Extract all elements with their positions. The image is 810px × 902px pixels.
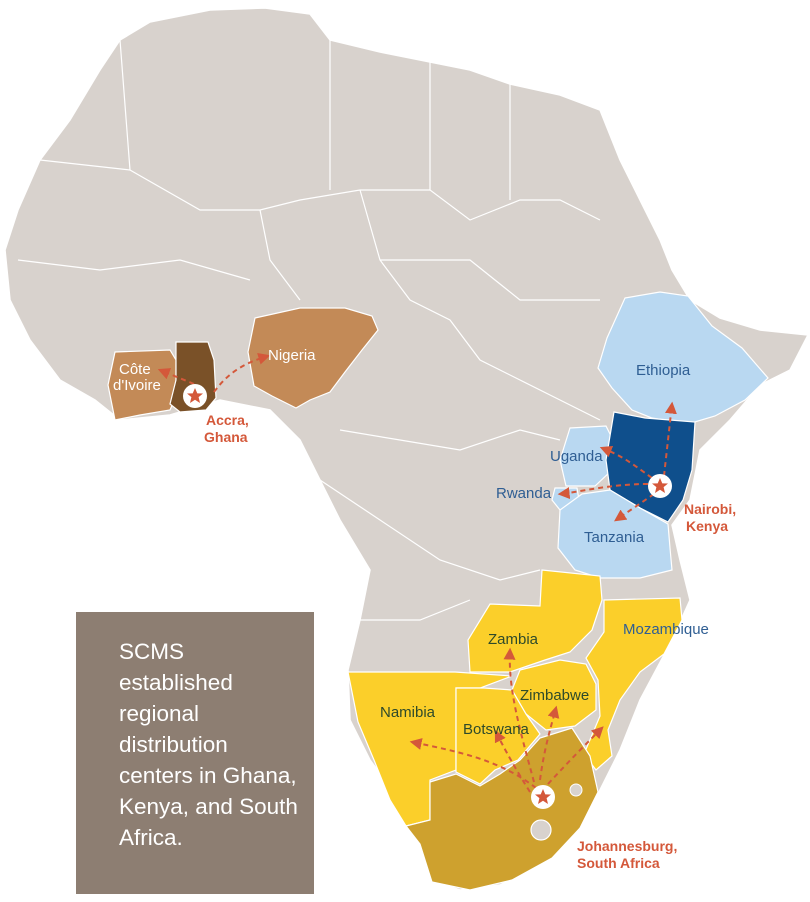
label-johannesburg-line2: South Africa <box>577 855 660 871</box>
country-cote-divoire <box>107 349 177 421</box>
label-namibia: Namibia <box>380 704 436 721</box>
east-region <box>551 291 769 579</box>
hub-johannesburg-marker <box>531 785 555 809</box>
label-rwanda: Rwanda <box>496 485 552 502</box>
label-accra-line2: Ghana <box>204 429 248 445</box>
label-mozambique: Mozambique <box>623 621 709 638</box>
label-uganda: Uganda <box>550 448 603 465</box>
label-botswana: Botswana <box>463 721 530 738</box>
hub-nairobi-marker <box>648 474 672 498</box>
country-nigeria <box>247 307 379 409</box>
south-region <box>347 569 683 891</box>
country-eswatini <box>569 783 583 797</box>
label-cote-divoire-2: d'Ivoire <box>113 377 161 394</box>
label-nairobi-line1: Nairobi, <box>684 501 736 517</box>
country-lesotho <box>530 819 552 841</box>
country-zambia <box>467 569 603 673</box>
label-cote-divoire-1: Côte <box>119 361 151 378</box>
label-ethiopia: Ethiopia <box>636 362 691 379</box>
country-south-africa <box>404 727 599 891</box>
country-mozambique <box>583 597 683 771</box>
distribution-arrows <box>157 353 677 793</box>
hub-accra-marker <box>183 384 207 408</box>
info-note-text: SCMS established regional distribution c… <box>119 639 298 850</box>
country-borders <box>17 39 601 621</box>
label-accra-line1: Accra, <box>206 412 249 428</box>
info-note-box: SCMS established regional distribution c… <box>76 612 314 894</box>
label-zambia: Zambia <box>488 631 539 648</box>
label-nigeria: Nigeria <box>268 347 316 364</box>
west-region <box>107 307 379 421</box>
label-zimbabwe: Zimbabwe <box>520 687 589 704</box>
label-johannesburg-line1: Johannesburg, <box>577 838 677 854</box>
country-ethiopia <box>597 291 769 425</box>
label-nairobi-line2: Kenya <box>686 518 728 534</box>
label-tanzania: Tanzania <box>584 529 645 546</box>
country-tanzania <box>557 489 673 579</box>
country-uganda <box>559 425 613 487</box>
country-namibia <box>347 671 513 827</box>
